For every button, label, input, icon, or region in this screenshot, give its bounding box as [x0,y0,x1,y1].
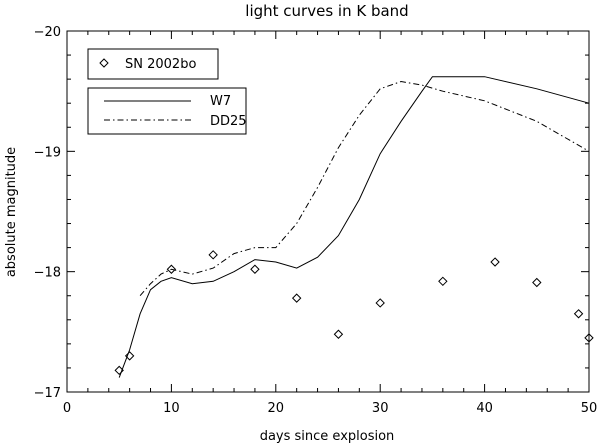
x-tick-label: 20 [268,401,285,416]
observation-point [208,250,218,260]
legend-models: W7 DD25 [87,87,247,135]
series-line-w7 [118,76,590,378]
chart-title: light curves in K band [245,2,408,20]
observation-point [573,309,584,319]
legend-w7-label: W7 [210,94,231,109]
plot-frame [66,30,590,393]
y-tick-label: −18 [34,266,61,281]
observation-point [490,257,500,267]
legend-models-box [87,87,247,135]
legend-observations-box [87,48,219,80]
observation-point [438,276,448,287]
x-tick-label: 30 [372,401,389,416]
observation-point [124,351,135,361]
legend-dd25-label: DD25 [210,114,247,129]
legend-diamond-marker [99,58,109,68]
observation-point [584,333,594,343]
x-tick-label: 50 [581,401,598,416]
y-axis-label: absolute magnitude [4,147,19,277]
observation-point [291,293,302,303]
observation-point [532,277,542,288]
observation-point [375,298,385,308]
observation-point [114,365,124,376]
axis-tick-labels: 0 10 20 30 40 50 −17 −18 −19 −20 [34,25,598,416]
observation-point [166,264,177,274]
legend-observations: SN 2002bo [87,48,219,80]
legend-observations-label: SN 2002bo [125,57,196,72]
observation-markers [114,250,594,376]
x-tick-label: 40 [476,401,493,416]
observation-point [250,264,260,274]
observation-point [333,329,344,339]
y-tick-label: −20 [34,25,61,40]
x-axis-label: days since explosion [260,429,395,444]
axis-ticks [66,30,590,393]
y-tick-label: −17 [34,386,61,401]
y-tick-label: −19 [34,145,61,160]
x-tick-label: 0 [63,401,71,416]
x-tick-label: 10 [163,401,180,416]
